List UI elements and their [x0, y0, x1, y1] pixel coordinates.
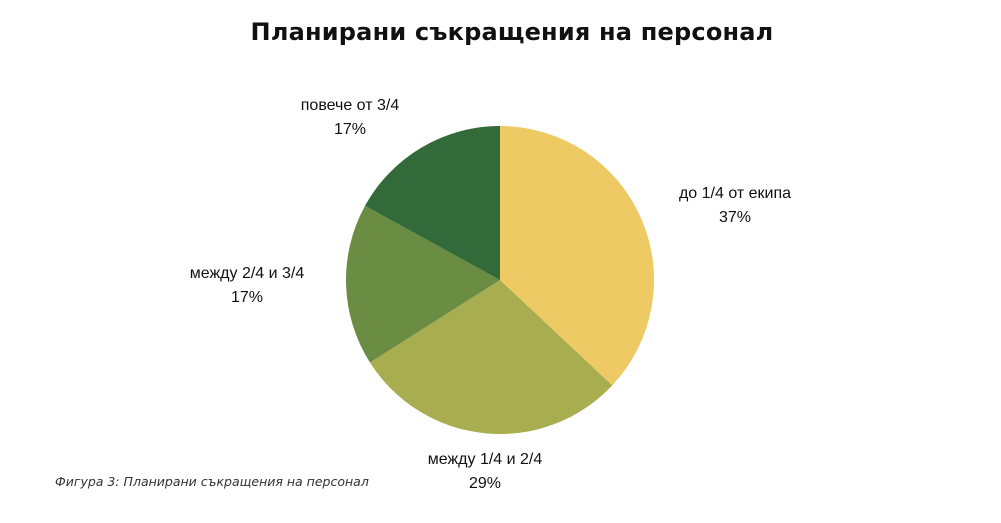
slice-label-0-value: 37% — [718, 209, 752, 226]
slice-label-3: повече от 3/4 17% — [280, 94, 420, 142]
pie-slice-3 — [365, 126, 500, 280]
slice-label-3-name: повече от 3/4 — [300, 97, 400, 114]
slice-label-0: до 1/4 от екипа 37% — [660, 182, 810, 230]
slice-label-1-name: между 1/4 и 2/4 — [427, 451, 543, 468]
slice-label-0-name: до 1/4 от екипа — [678, 185, 792, 202]
pie-slice-2 — [345, 205, 500, 363]
chart-title: Планирани съкращения на персонал — [250, 18, 774, 46]
slice-label-1-value: 29% — [468, 475, 502, 492]
slice-label-1: между 1/4 и 2/4 29% — [405, 448, 565, 496]
figure-caption: Фигура 3: Планирани съкращения на персон… — [55, 474, 369, 489]
slice-label-2: между 2/4 и 3/4 17% — [172, 262, 322, 310]
slice-label-3-value: 17% — [333, 121, 367, 138]
pie-slice-0 — [500, 126, 654, 386]
slice-label-2-value: 17% — [230, 289, 264, 306]
pie-slice-1 — [369, 280, 613, 435]
slice-label-2-name: между 2/4 и 3/4 — [189, 265, 305, 282]
